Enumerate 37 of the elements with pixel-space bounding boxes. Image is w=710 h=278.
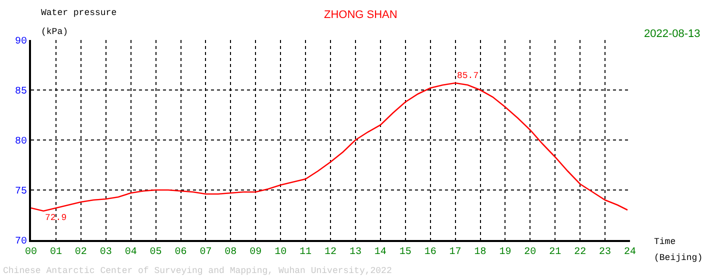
y-tick-label: 85 [14, 86, 27, 98]
x-tick-label: 11 [300, 247, 312, 258]
x-tick-label: 13 [349, 247, 362, 258]
x-tick-label: 07 [200, 247, 212, 258]
text: 2022-08-13 [644, 28, 700, 40]
annotation: 85.7 [457, 71, 479, 81]
x-tick-label: 19 [499, 247, 512, 258]
x-tick-label: 20 [524, 247, 536, 258]
y-axis-title: Water pressure (kPa) [41, 8, 117, 37]
x-tick-label: 04 [124, 247, 137, 258]
x-tick-label: 12 [324, 247, 337, 258]
x-tick-label: 06 [174, 247, 187, 258]
x-tick-label: 16 [424, 247, 436, 258]
x-tick-label: 22 [574, 247, 586, 258]
y-tick-label: 70 [14, 236, 27, 248]
x-tick-label: 23 [599, 247, 612, 258]
x-tick-label: 00 [24, 247, 38, 258]
x-tick-label: 18 [474, 247, 486, 258]
x-tick-label: 01 [50, 247, 62, 258]
x-tick-label: 09 [250, 247, 262, 258]
x-tick-label: 17 [449, 247, 462, 258]
y-tick-label: 90 [14, 36, 27, 48]
x-tick-label: 03 [100, 247, 112, 258]
x-tick-label: 15 [399, 247, 412, 258]
annotation: 72.9 [45, 213, 67, 223]
x-tick-label: 21 [549, 247, 562, 258]
x-tick-label: 05 [150, 247, 162, 258]
chart-title: ZHONG SHAN [324, 9, 398, 21]
x-tick-label: 02 [74, 247, 87, 258]
line-series [31, 82, 628, 212]
x-tick-label: 08 [224, 247, 237, 258]
x-tick-label: 10 [274, 247, 287, 258]
x-tick-label: 14 [374, 247, 386, 258]
x-tick-label: 24 [624, 247, 636, 258]
x-axis-title: Time (Beijing) [654, 237, 703, 263]
y-tick-label: 75 [14, 186, 27, 198]
y-tick-label: 80 [14, 136, 27, 148]
